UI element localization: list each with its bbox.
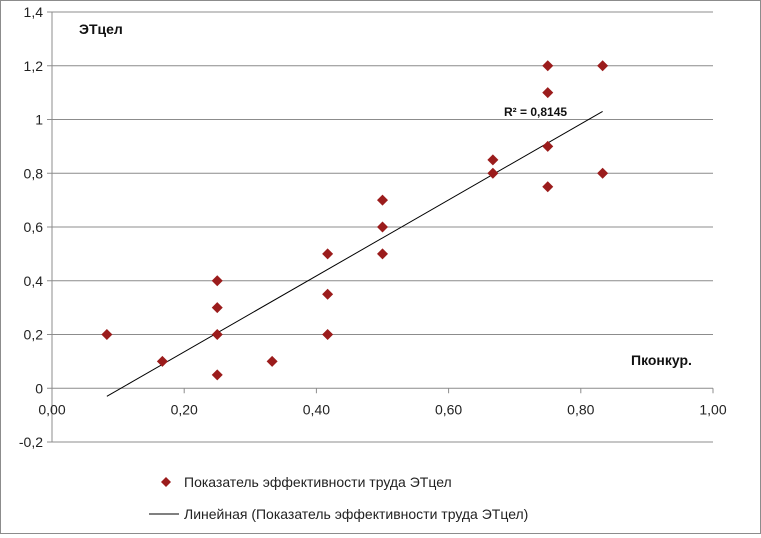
x-tick-label: 0,20 [171, 401, 198, 417]
data-point [597, 167, 609, 179]
data-point [266, 355, 278, 367]
data-point [322, 248, 334, 260]
y-tick-label: 1,4 [24, 4, 44, 20]
data-point [377, 194, 388, 206]
data-point [322, 329, 334, 340]
y-tick-label: 0 [35, 380, 43, 396]
data-point [156, 355, 168, 367]
y-tick-label: 0,8 [24, 165, 44, 181]
y-tick-label: 0,6 [24, 219, 44, 235]
y-axis-title: ЭТцел [79, 21, 123, 37]
data-point [322, 288, 334, 300]
data-point [597, 60, 609, 72]
y-tick-label: 0,4 [24, 273, 44, 289]
y-tick-label: 1 [35, 112, 43, 128]
grid-lines [52, 11, 713, 443]
data-point [542, 140, 554, 152]
data-point [542, 181, 554, 193]
data-point [377, 248, 388, 260]
y-tick-label: 1,2 [24, 58, 44, 74]
axes [47, 11, 714, 443]
data-point [542, 60, 554, 72]
legend-diamond-marker [161, 477, 171, 487]
x-axis-title: Пконкур. [631, 352, 692, 368]
data-point [101, 329, 113, 340]
data-point [377, 221, 388, 233]
legend-trendline-label: Линейная (Показатель эффективности труда… [184, 506, 528, 522]
trendline-layer [106, 111, 603, 397]
trendline [106, 111, 603, 397]
data-point [211, 275, 223, 287]
y-tick-label: -0,2 [19, 434, 43, 450]
legend: Показатель эффективности труда ЭТцел Лин… [149, 474, 528, 522]
x-tick-label: 0,80 [567, 401, 594, 417]
legend-series-label: Показатель эффективности труда ЭТцел [184, 474, 452, 490]
x-tick-label: 0,00 [38, 401, 65, 417]
data-point [211, 302, 223, 314]
tick-labels: -0,2 0 0,2 0,4 0,6 0,8 1 1,2 1,4 0,00 0,20 0,40 0,60… [19, 4, 727, 450]
data-point [211, 329, 223, 340]
x-tick-label: 0,40 [303, 401, 330, 417]
r-squared-label: R² = 0,8145 [504, 105, 567, 119]
data-point [487, 167, 499, 179]
y-tick-label: 0,2 [24, 327, 44, 343]
x-tick-label: 0,60 [435, 401, 462, 417]
data-points [101, 60, 609, 381]
data-point [211, 369, 223, 381]
x-tick-label: 1,00 [699, 401, 726, 417]
data-point [542, 87, 554, 99]
data-point [487, 154, 499, 166]
